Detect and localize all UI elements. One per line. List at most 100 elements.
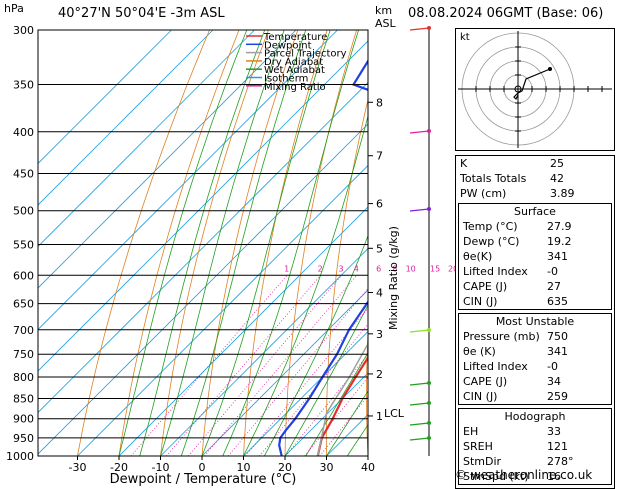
dry-adiabat-line xyxy=(405,30,444,456)
mixing-ratio-label: 2 xyxy=(318,264,323,273)
unstable-index-label: CAPE (J) xyxy=(459,374,547,389)
location-title: 40°27'N 50°04'E -3m ASL xyxy=(58,6,225,21)
pressure-tick-label: 600 xyxy=(13,269,34,282)
wind-barb xyxy=(410,383,429,385)
mixing-ratio-line xyxy=(246,275,396,456)
surface-index-value: 19.2 xyxy=(547,234,611,249)
mixing-ratio-label: 4 xyxy=(354,264,359,273)
pressure-tick-label: 850 xyxy=(13,392,34,405)
hodograph-index-label: StmDir xyxy=(459,454,547,469)
km-tick-label: 1 xyxy=(376,410,383,423)
km-tick-label: 6 xyxy=(376,198,383,211)
wind-barb-dot xyxy=(427,421,431,425)
surface-index-label: Dewp (°C) xyxy=(459,234,547,249)
hodograph-title: Hodograph xyxy=(459,409,611,424)
km-tick-label: 5 xyxy=(376,242,383,255)
pressure-tick-label: 950 xyxy=(13,432,34,445)
pressure-tick-label: 750 xyxy=(13,348,34,361)
unstable-index-label: Lifted Index xyxy=(459,359,547,374)
basic-index-label: Totals Totals xyxy=(456,171,550,186)
wind-barb xyxy=(410,28,429,30)
surface-index-value: 341 xyxy=(547,249,611,264)
surface-index-row: CIN (J)635 xyxy=(459,294,611,309)
unstable-index-value: 34 xyxy=(547,374,611,389)
km-tick-label: 3 xyxy=(376,328,383,341)
km-tick-label: 8 xyxy=(376,96,383,109)
unstable-index-value: 750 xyxy=(547,329,611,344)
wind-barb xyxy=(410,403,429,405)
hodograph-kt-label: kt xyxy=(460,32,470,43)
wind-barb-dot xyxy=(427,401,431,405)
most-unstable-title: Most Unstable xyxy=(459,314,611,329)
surface-index-value: 27.9 xyxy=(547,219,611,234)
wind-barb-dot xyxy=(427,207,431,211)
isotherm-line xyxy=(0,30,338,456)
asl-label: ASL xyxy=(375,17,396,30)
lcl-label: LCL xyxy=(384,407,405,420)
hodograph-index-label: SREH xyxy=(459,439,547,454)
pressure-tick-label: 550 xyxy=(13,238,34,251)
isotherm-line xyxy=(0,30,379,456)
wet-adiabat-line xyxy=(181,30,305,456)
pressure-tick-label: 800 xyxy=(13,371,34,384)
basic-index-value: 42 xyxy=(550,171,614,186)
hodograph-index-value: 33 xyxy=(547,424,611,439)
pressure-tick-label: 700 xyxy=(13,324,34,337)
credit-text: © weatheronline.co.uk xyxy=(455,468,592,482)
km-tick-label: 2 xyxy=(376,368,383,381)
plot-frame xyxy=(38,30,368,456)
wind-barb xyxy=(410,209,429,211)
mixing-ratio-label: 15 xyxy=(430,264,440,273)
basic-index-label: K xyxy=(456,156,550,171)
unstable-index-row: CAPE (J)34 xyxy=(459,374,611,389)
surface-index-row: Dewp (°C)19.2 xyxy=(459,234,611,249)
unstable-index-row: θe (K)341 xyxy=(459,344,611,359)
hpa-label: hPa xyxy=(4,2,24,15)
wind-barb-dot xyxy=(427,436,431,440)
wind-barb-dot xyxy=(427,328,431,332)
hodograph-plot: kt xyxy=(456,29,614,150)
surface-index-label: θe(K) xyxy=(459,249,547,264)
x-axis-label: Dewpoint / Temperature (°C) xyxy=(110,472,297,486)
mixing-ratio-label: 10 xyxy=(406,264,416,273)
surface-index-row: CAPE (J)27 xyxy=(459,279,611,294)
pressure-tick-label: 450 xyxy=(13,167,34,180)
mixing-ratio-label: 6 xyxy=(376,264,381,273)
pressure-tick-label: 500 xyxy=(13,205,34,218)
hodograph-index-value: 278° xyxy=(547,454,611,469)
mixing-ratio-line xyxy=(188,275,341,456)
pressure-tick-label: 900 xyxy=(13,413,34,426)
basic-index-label: PW (cm) xyxy=(456,186,550,201)
basic-index-value: 25 xyxy=(550,156,614,171)
wind-barb xyxy=(410,423,429,425)
dry-adiabat-line xyxy=(616,30,629,456)
unstable-index-value: -0 xyxy=(547,359,611,374)
surface-index-label: Temp (°C) xyxy=(459,219,547,234)
unstable-index-value: 259 xyxy=(547,389,611,404)
mixing-ratio-axis-label: Mixing Ratio (g/kg) xyxy=(387,226,400,330)
basic-index-value: 3.89 xyxy=(550,186,614,201)
surface-index-value: 635 xyxy=(547,294,611,309)
surface-index-label: Lifted Index xyxy=(459,264,547,279)
x-tick-label: 30 xyxy=(320,461,334,474)
wind-barb xyxy=(410,131,429,133)
pressure-tick-label: 350 xyxy=(13,79,34,92)
wind-barb xyxy=(410,438,429,440)
km-tick-label: 7 xyxy=(376,150,383,163)
x-tick-label: -30 xyxy=(69,461,87,474)
surface-index-value: 27 xyxy=(547,279,611,294)
unstable-index-label: θe (K) xyxy=(459,344,547,359)
km-tick-label: 4 xyxy=(376,287,383,300)
surface-index-row: Temp (°C)27.9 xyxy=(459,219,611,234)
dry-adiabat-line xyxy=(78,30,210,456)
basic-index-row: PW (cm)3.89 xyxy=(456,186,614,201)
surface-index-row: Lifted Index-0 xyxy=(459,264,611,279)
pressure-tick-label: 300 xyxy=(13,24,34,37)
hodograph-index-label: EH xyxy=(459,424,547,439)
